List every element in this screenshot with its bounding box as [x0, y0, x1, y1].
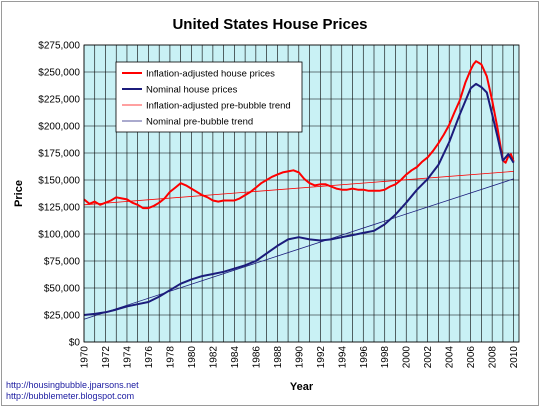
- x-tick-label: 1994: [337, 346, 348, 369]
- y-tick-label: $125,000: [38, 203, 80, 214]
- x-tick-label: 2004: [445, 346, 456, 369]
- y-tick-label: $200,000: [38, 122, 80, 133]
- y-tick-label: $150,000: [38, 176, 80, 187]
- x-tick-label: 2010: [509, 346, 520, 369]
- x-tick-label: 2002: [423, 346, 434, 369]
- y-tick-label: $50,000: [44, 284, 81, 295]
- x-tick-label: 1992: [316, 346, 327, 369]
- credit-link-bubblemeter[interactable]: http://bubblemeter.blogspot.com: [6, 391, 135, 401]
- plot-border: [83, 44, 520, 343]
- y-axis-label: Price: [13, 180, 25, 207]
- x-axis-ticks: 1970 1972 1974 1976 1978 1980 1982 1984 1986 1988…: [80, 346, 521, 369]
- credit-link-housingbubble[interactable]: http://housingbubble.jparsons.net: [6, 380, 139, 390]
- x-tick-label: 1976: [144, 346, 155, 369]
- series-line: [83, 82, 515, 316]
- x-tick-label: 1996: [359, 346, 370, 369]
- y-tick-label: $175,000: [38, 149, 80, 160]
- legend-entry: Nominal house prices: [146, 85, 238, 96]
- legend: Inflation-adjusted house prices Nominal h…: [115, 61, 303, 133]
- x-tick-label: 1986: [251, 346, 262, 369]
- x-tick-label: 2006: [466, 346, 477, 369]
- series-lines: [83, 60, 515, 320]
- y-tick-label: $75,000: [44, 257, 81, 268]
- legend-entry: Inflation-adjusted house prices: [146, 69, 275, 80]
- x-tick-label: 1988: [273, 346, 284, 369]
- x-tick-label: 1974: [122, 346, 133, 369]
- x-tick-label: 1970: [80, 346, 91, 369]
- y-tick-label: $100,000: [38, 230, 80, 241]
- y-tick-label: $0: [69, 338, 81, 349]
- y-axis-ticks: $0 $25,000 $50,000 $75,000 $100,000 $125,000 $…: [38, 41, 80, 349]
- x-axis-label: Year: [290, 381, 314, 393]
- x-tick-label: 1980: [187, 346, 198, 369]
- series-line: [83, 178, 514, 320]
- legend-entry: Inflation-adjusted pre-bubble trend: [146, 101, 291, 112]
- chart-title: United States House Prices: [172, 16, 368, 33]
- y-tick-label: $225,000: [38, 95, 80, 106]
- x-tick-label: 1990: [294, 346, 305, 369]
- x-tick-label: 1972: [101, 346, 112, 369]
- x-tick-label: 2000: [402, 346, 413, 369]
- series-line: [83, 60, 515, 210]
- y-tick-label: $275,000: [38, 41, 80, 52]
- legend-entry: Nominal pre-bubble trend: [146, 117, 253, 128]
- x-tick-label: 1984: [230, 346, 241, 369]
- y-tick-label: $25,000: [44, 311, 81, 322]
- y-tick-label: $250,000: [38, 68, 80, 79]
- x-tick-label: 1982: [208, 346, 219, 369]
- x-tick-label: 2008: [488, 346, 499, 369]
- x-tick-label: 1978: [165, 346, 176, 369]
- legend-box: [115, 61, 303, 133]
- series-line: [83, 171, 514, 206]
- x-tick-label: 1998: [380, 346, 391, 369]
